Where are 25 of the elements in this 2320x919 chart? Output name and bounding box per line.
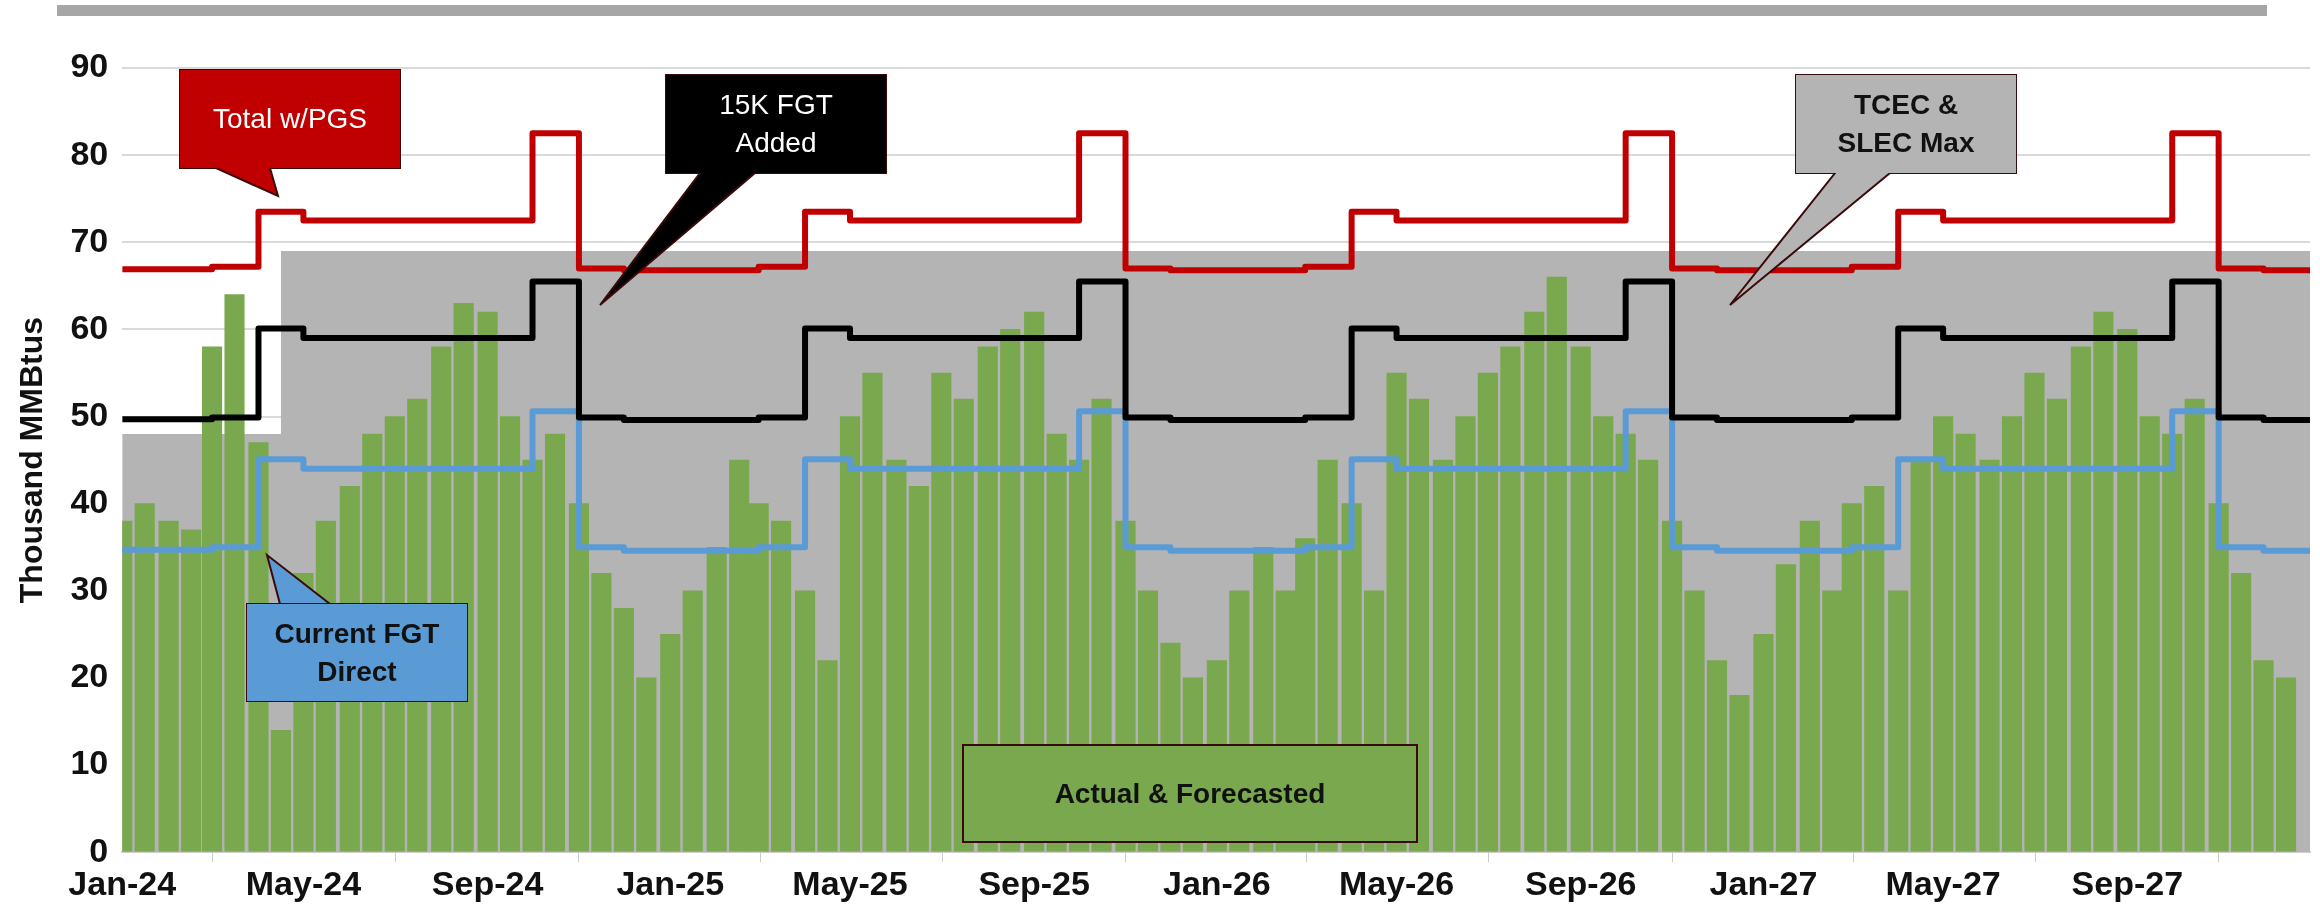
x-tick-label: Sep-24 (431, 863, 544, 902)
text: Total w/PGS (180, 70, 400, 168)
y-tick-label: 80 (70, 133, 109, 172)
x-tick-label: May-26 (1338, 863, 1455, 902)
y-tick-label: 90 (70, 46, 109, 85)
y-tick-label: 30 (70, 569, 109, 608)
y-tick-label: 70 (70, 220, 109, 259)
text: Current FGT Direct (247, 604, 467, 701)
x-tick-label: Jan-25 (616, 863, 725, 902)
x-tick-label: May-24 (245, 863, 362, 902)
y-tick-label: 60 (70, 307, 109, 346)
y-tick-label: 50 (70, 394, 109, 433)
x-tick-label: Sep-27 (2071, 863, 2184, 902)
x-tick-label: Jan-27 (1709, 863, 1818, 902)
x-tick-label: May-27 (1885, 863, 2001, 902)
y-tick-label: 10 (70, 743, 109, 782)
text: 15K FGT Added (666, 75, 886, 173)
y-tick-label: 40 (70, 482, 109, 521)
y-tick-label: 20 (70, 656, 109, 695)
x-tick-label: May-25 (792, 863, 908, 902)
x-tick-label: Sep-25 (978, 863, 1090, 902)
x-tick-label: Jan-26 (1162, 863, 1271, 902)
y-axis-title: Thousand MMBtus (13, 317, 50, 604)
x-tick-label: Sep-26 (1524, 863, 1637, 902)
text: TCEC & SLEC Max (1796, 75, 2016, 173)
